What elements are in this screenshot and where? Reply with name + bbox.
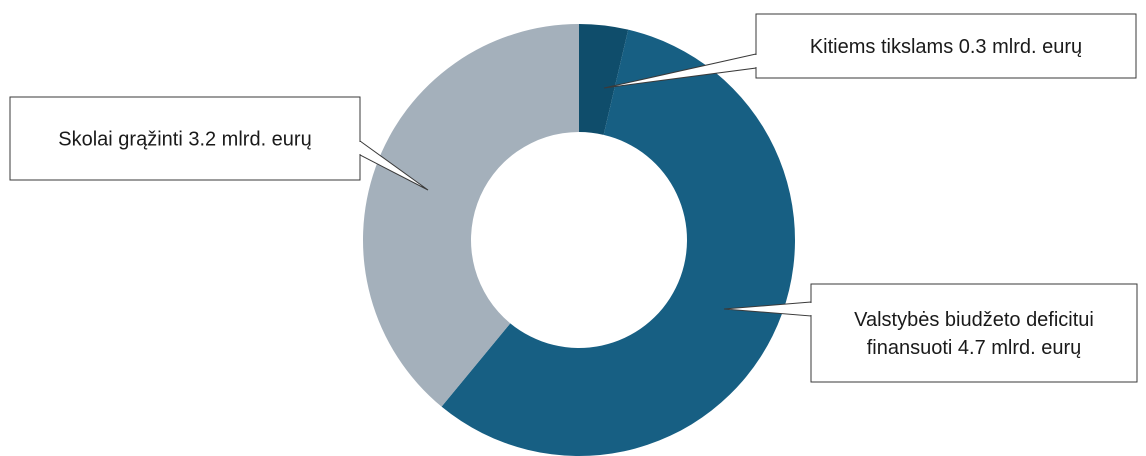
slice-deficitui-finansuoti <box>441 29 796 456</box>
slice-kitiems-tikslams <box>579 24 629 135</box>
callout-box <box>810 283 1138 383</box>
callout-box <box>755 13 1137 79</box>
callout-slice-deficitui-finansuoti: Valstybės biudžeto deficitui finansuoti 4… <box>723 283 1138 383</box>
slice-skolai-grazinti <box>363 24 579 407</box>
callout-box <box>9 96 361 181</box>
callout-label-line: Skolai grąžinti 3.2 mlrd. eurų <box>58 129 311 151</box>
callout-slice-kitiems-tikslams: Kitiems tikslams 0.3 mlrd. eurų <box>603 13 1137 89</box>
callout-label-line: Kitiems tikslams 0.3 mlrd. eurų <box>810 36 1082 58</box>
callout-label-line: finansuoti 4.7 mlrd. eurų <box>867 337 1082 359</box>
donut-slices <box>363 24 796 456</box>
callout-label-line: Valstybės biudžeto deficitui <box>854 309 1094 331</box>
slice-callouts: Kitiems tikslams 0.3 mlrd. eurų Valstybės… <box>9 13 1138 383</box>
callout-slice-skolai-grazinti: Skolai grąžinti 3.2 mlrd. eurų <box>9 96 429 191</box>
